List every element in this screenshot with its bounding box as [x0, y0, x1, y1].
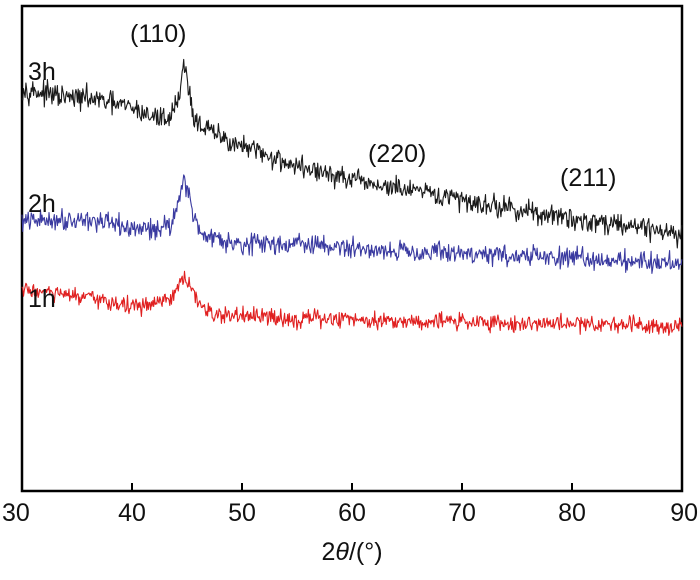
x-axis-label-prefix: 2 — [321, 538, 335, 566]
series-label-1h: 1h — [28, 285, 56, 313]
x-axis-label-symbol: θ — [335, 538, 349, 566]
series-line-1h — [21, 270, 683, 336]
annotation-110: (110) — [130, 20, 187, 48]
series-layer — [21, 58, 683, 336]
x-tick-label-90: 90 — [670, 499, 698, 527]
annotation-220: (220) — [368, 140, 426, 168]
x-axis-label: 2θ/(°) — [321, 538, 382, 566]
x-tick-label-50: 50 — [228, 499, 256, 527]
x-tick-label-70: 70 — [448, 499, 476, 527]
annotation-211: (211) — [560, 164, 617, 192]
x-tick-label-80: 80 — [558, 499, 586, 527]
series-label-3h: 3h — [28, 58, 56, 86]
x-tick-label-40: 40 — [118, 499, 146, 527]
x-ticks: 30 40 50 60 70 80 90 — [2, 483, 698, 527]
x-tick-label-60: 60 — [338, 499, 366, 527]
series-line-3h — [21, 58, 683, 249]
x-axis-label-suffix: /(°) — [349, 538, 383, 566]
x-tick-label-30: 30 — [2, 499, 30, 527]
series-label-2h: 2h — [28, 190, 56, 218]
series-line-2h — [21, 174, 683, 274]
